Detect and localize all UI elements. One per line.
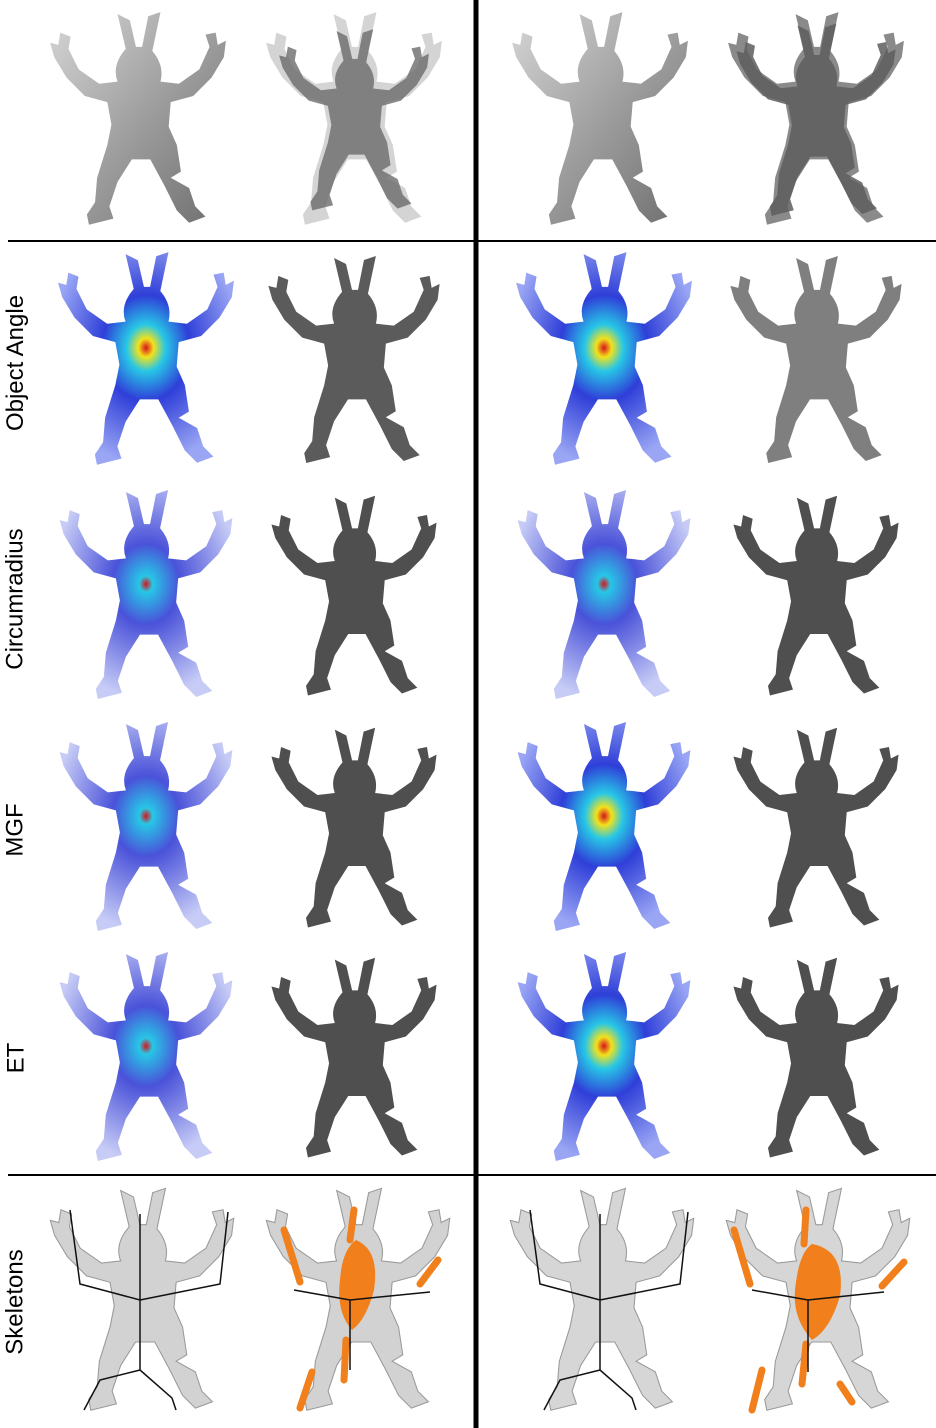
medial-skeleton-left (265, 1187, 451, 1412)
frame-lines (8, 0, 936, 1428)
curve-skeleton-right (509, 1187, 695, 1411)
row-label-circumradius-text: Circumradius (2, 527, 29, 670)
row-circumradius (59, 490, 899, 699)
medial-skeleton-right (725, 1187, 911, 1414)
row-label-mgf-text: MGF (2, 803, 30, 857)
et-result-left (271, 957, 437, 1158)
object-angle-result-left (268, 255, 440, 464)
mgf-result-right (733, 727, 899, 928)
curve-skeleton-left (49, 1187, 235, 1411)
object-angle-result-right (730, 255, 902, 464)
input-surface-left (50, 12, 226, 225)
object-angle-heatmap-left (58, 252, 234, 465)
circumradius-heatmap-right (517, 490, 691, 699)
row-mgf (59, 722, 899, 931)
mgf-heatmap-left (59, 722, 233, 931)
circumradius-result-left (271, 495, 437, 696)
input-surface-right (512, 12, 688, 225)
et-heatmap-left (59, 952, 233, 1161)
row-label-object-angle: Object Angle (0, 250, 32, 475)
row-skeletons (49, 1187, 911, 1414)
row-label-skeletons: Skeletons (0, 1184, 32, 1420)
mgf-result-left (271, 727, 437, 928)
row-label-circumradius: Circumradius (0, 486, 32, 711)
row-label-object-angle-text: Object Angle (2, 294, 29, 431)
mgf-heatmap-right (517, 722, 691, 931)
row-et (59, 952, 899, 1161)
row-object-angle (58, 252, 902, 465)
row-label-et-text: ET (1, 1042, 29, 1074)
circumradius-result-right (733, 495, 899, 696)
row-label-mgf: MGF (0, 720, 32, 940)
input-volume-left (266, 12, 442, 225)
row-label-skeletons-text: Skeletons (2, 1249, 29, 1355)
et-result-right (733, 957, 899, 1158)
object-angle-heatmap-right (516, 252, 692, 465)
input-volume-right (728, 12, 904, 225)
et-heatmap-right (517, 952, 691, 1161)
row-label-et: ET (0, 948, 32, 1168)
circumradius-heatmap-left (59, 490, 233, 699)
